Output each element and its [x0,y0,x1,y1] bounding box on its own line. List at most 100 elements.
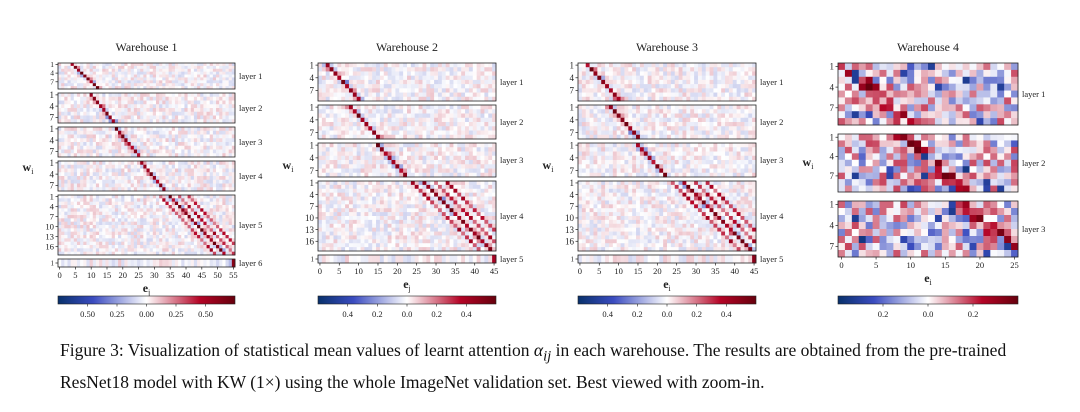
heatmap-cell [197,211,201,216]
heatmap-cell [127,164,132,169]
heatmap-cell [102,153,106,158]
heatmap-cell [130,198,135,203]
heatmap-cell [152,195,157,199]
heatmap-cell [114,119,119,124]
heatmap-cell [457,164,462,169]
heatmap-cell [480,105,485,110]
heatmap-cell [118,145,122,150]
heatmap-cell [130,208,135,213]
heatmap-cell [168,83,173,87]
heatmap-cell [341,79,346,85]
heatmap-cell [111,127,116,132]
heatmap-cell [407,92,412,98]
heatmap-cell [133,138,138,143]
heatmap-cell [105,111,109,116]
heatmap-cell [143,248,147,253]
heatmap-cell [102,179,106,184]
heatmap-cell [222,100,226,105]
heatmap-cell [73,251,78,256]
heatmap-cell [209,228,214,233]
heatmap-cell [171,251,176,256]
heatmap-cell [99,205,103,209]
heatmap-cell [190,96,195,101]
heatmap-cell [197,205,201,209]
heatmap-cell [379,67,385,72]
heatmap-cell [83,201,87,206]
heatmap-cell [345,151,350,157]
heatmap-cell [58,93,62,98]
heatmap-cell [193,63,198,67]
heatmap-cell [190,205,195,209]
heatmap-cell [118,235,122,239]
heatmap-cell [372,192,377,197]
heatmap-cell [130,235,135,239]
heatmap-cell [200,83,204,87]
heatmap-cell [321,208,327,213]
heatmap-cell [352,84,358,89]
heatmap-cell [171,108,176,113]
heatmap-cell [159,108,163,113]
heatmap-cell [383,212,388,217]
heatmap-cell [488,188,493,194]
heatmap-cell [403,223,408,229]
heatmap-cell [121,208,125,213]
heatmap-cell [453,239,458,244]
heatmap-cell [95,74,100,78]
heatmap-cell [80,127,84,132]
heatmap-cell [228,83,233,87]
heatmap-cell [472,235,477,240]
heatmap-cell [222,153,226,158]
heatmap-cell [360,88,365,93]
heatmap-cell [399,160,404,165]
heatmap-cell [58,68,62,73]
heatmap-cell [127,172,132,177]
heatmap-cell [105,211,109,216]
heatmap-cell [476,172,481,178]
heatmap-cell [403,75,408,81]
heatmap-cell [105,251,109,256]
heatmap-cell [383,134,388,140]
heatmap-cell [155,183,160,188]
heatmap-cell [95,111,100,116]
heatmap-cell [228,228,233,233]
heatmap-cell [64,172,68,177]
heatmap-cell [231,71,236,75]
heatmap-cell [445,105,450,110]
heatmap-cell [414,160,419,165]
heatmap-cell [426,188,431,194]
heatmap-cell [231,225,236,229]
heatmap-cell [190,100,195,105]
heatmap-cell [159,179,163,184]
heatmap-cell [222,86,226,90]
heatmap-cell [140,179,144,184]
heatmap-cell [445,243,450,248]
y-tick-label: 1 [310,102,315,112]
heatmap-cell [89,93,94,98]
heatmap-cell [130,251,135,256]
heatmap-cell [146,238,151,243]
heatmap-cell [225,208,230,213]
heatmap-cell [58,241,62,246]
heatmap-cell [165,187,169,192]
heatmap-cell [426,181,431,186]
heatmap-cell [222,218,226,223]
heatmap-cell [430,84,435,89]
heatmap-cell [488,84,493,89]
heatmap-cell [410,172,416,178]
heatmap-cell [86,108,90,113]
heatmap-cell [171,96,176,101]
heatmap-cell [426,71,431,77]
heatmap-cell [102,100,106,105]
heatmap-cell [111,74,116,78]
heatmap-cell [368,143,373,148]
heatmap-cell [193,130,198,135]
heatmap-cell [143,71,147,75]
heatmap-cell [58,111,62,116]
heatmap-cell [476,79,481,85]
heatmap-cell [149,251,154,256]
heatmap-cell [190,211,195,216]
heatmap-cell [190,251,195,256]
heatmap-cell [105,142,109,147]
heatmap-cell [422,172,427,178]
heatmap-cell [137,235,141,239]
